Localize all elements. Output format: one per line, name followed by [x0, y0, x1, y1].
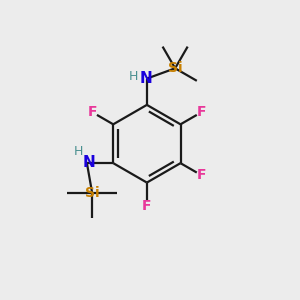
Text: H: H [74, 146, 83, 158]
Text: F: F [142, 200, 152, 213]
Text: F: F [196, 168, 206, 182]
Text: N: N [83, 155, 96, 170]
Text: Si: Si [85, 186, 100, 200]
Text: N: N [139, 71, 152, 86]
Text: F: F [88, 105, 98, 119]
Text: H: H [128, 70, 138, 83]
Text: F: F [196, 105, 206, 119]
Text: Si: Si [168, 61, 182, 75]
